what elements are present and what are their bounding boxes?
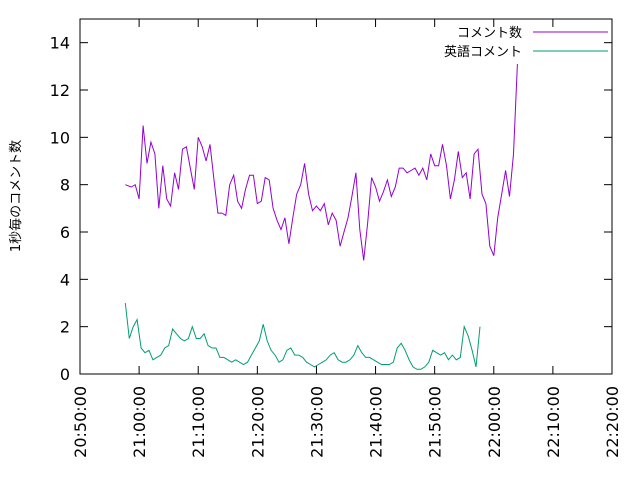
legend-label: 英語コメント [444, 44, 522, 60]
legend-label: コメント数 [457, 26, 522, 41]
x-tick-label: 22:00:00 [485, 386, 504, 458]
x-tick-label: 22:10:00 [544, 386, 563, 458]
x-tick-label: 21:50:00 [426, 386, 445, 458]
y-tick-label: 12 [50, 81, 70, 100]
x-tick-label: 20:50:00 [71, 386, 90, 458]
x-tick-label: 21:10:00 [189, 386, 208, 458]
y-tick-label: 8 [60, 176, 70, 195]
series-layer [124, 63, 518, 370]
x-tick-label: 21:40:00 [367, 386, 386, 458]
series-line-1 [125, 63, 518, 261]
y-tick-label: 10 [50, 128, 70, 147]
plot-frame [79, 18, 613, 375]
y-tick-label: 0 [60, 365, 70, 384]
series-line-2 [124, 302, 481, 370]
plot-area [79, 18, 613, 375]
y-tick-label: 4 [60, 270, 70, 289]
x-tick-label: 21:20:00 [248, 386, 267, 458]
y-tick-label: 14 [50, 34, 70, 53]
y-tick-label: 6 [60, 223, 70, 242]
x-tick-label: 21:00:00 [130, 386, 149, 458]
y-axis-label: 1秒毎のコメント数 [8, 140, 24, 252]
x-tick-label: 21:30:00 [307, 386, 326, 458]
y-ticks: 0 2 4 6 8 10 12 14 [50, 34, 612, 384]
x-tick-label: 22:20:00 [603, 386, 622, 458]
y-tick-label: 2 [60, 318, 70, 337]
x-ticks: 20:50:00 21:00:00 21:10:00 21:20:00 21:30:00… [71, 19, 622, 458]
